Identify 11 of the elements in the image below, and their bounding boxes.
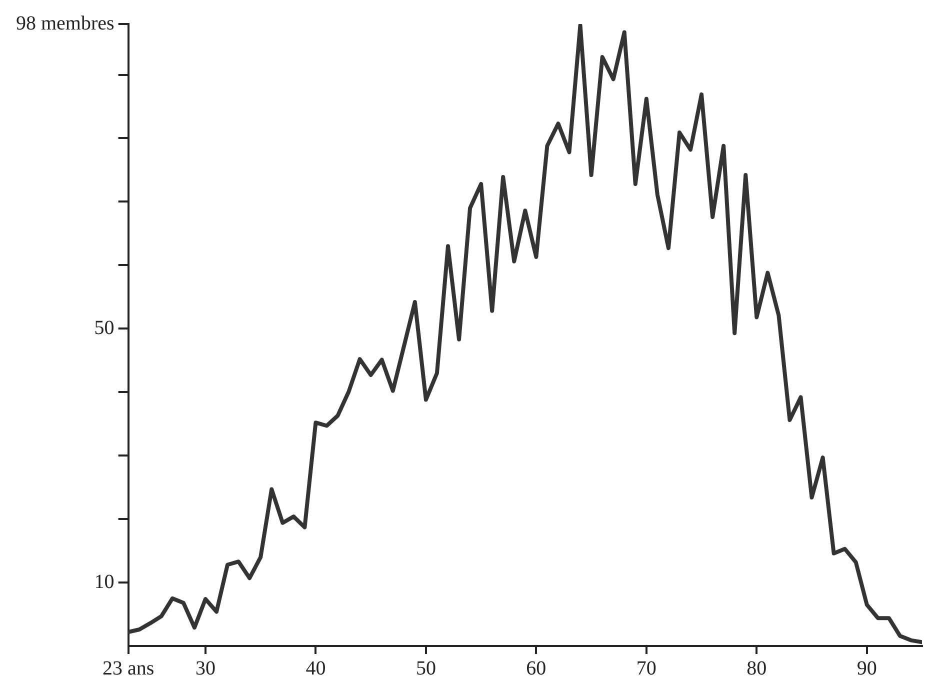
x-tick-label: 40 — [306, 657, 326, 680]
y-tick-label: 10 — [94, 570, 114, 593]
x-tick-label: 90 — [856, 657, 877, 680]
x-tick-label: 30 — [195, 657, 216, 680]
x-tick-label: 70 — [636, 657, 656, 680]
x-tick-label: 50 — [416, 657, 436, 680]
x-tick-label: 80 — [746, 657, 767, 680]
x-tick-label: 23 ans — [102, 657, 154, 680]
y-tick-label: 98 membres — [16, 12, 115, 34]
x-tick-label: 60 — [526, 657, 546, 680]
y-tick-label: 50 — [94, 316, 114, 339]
